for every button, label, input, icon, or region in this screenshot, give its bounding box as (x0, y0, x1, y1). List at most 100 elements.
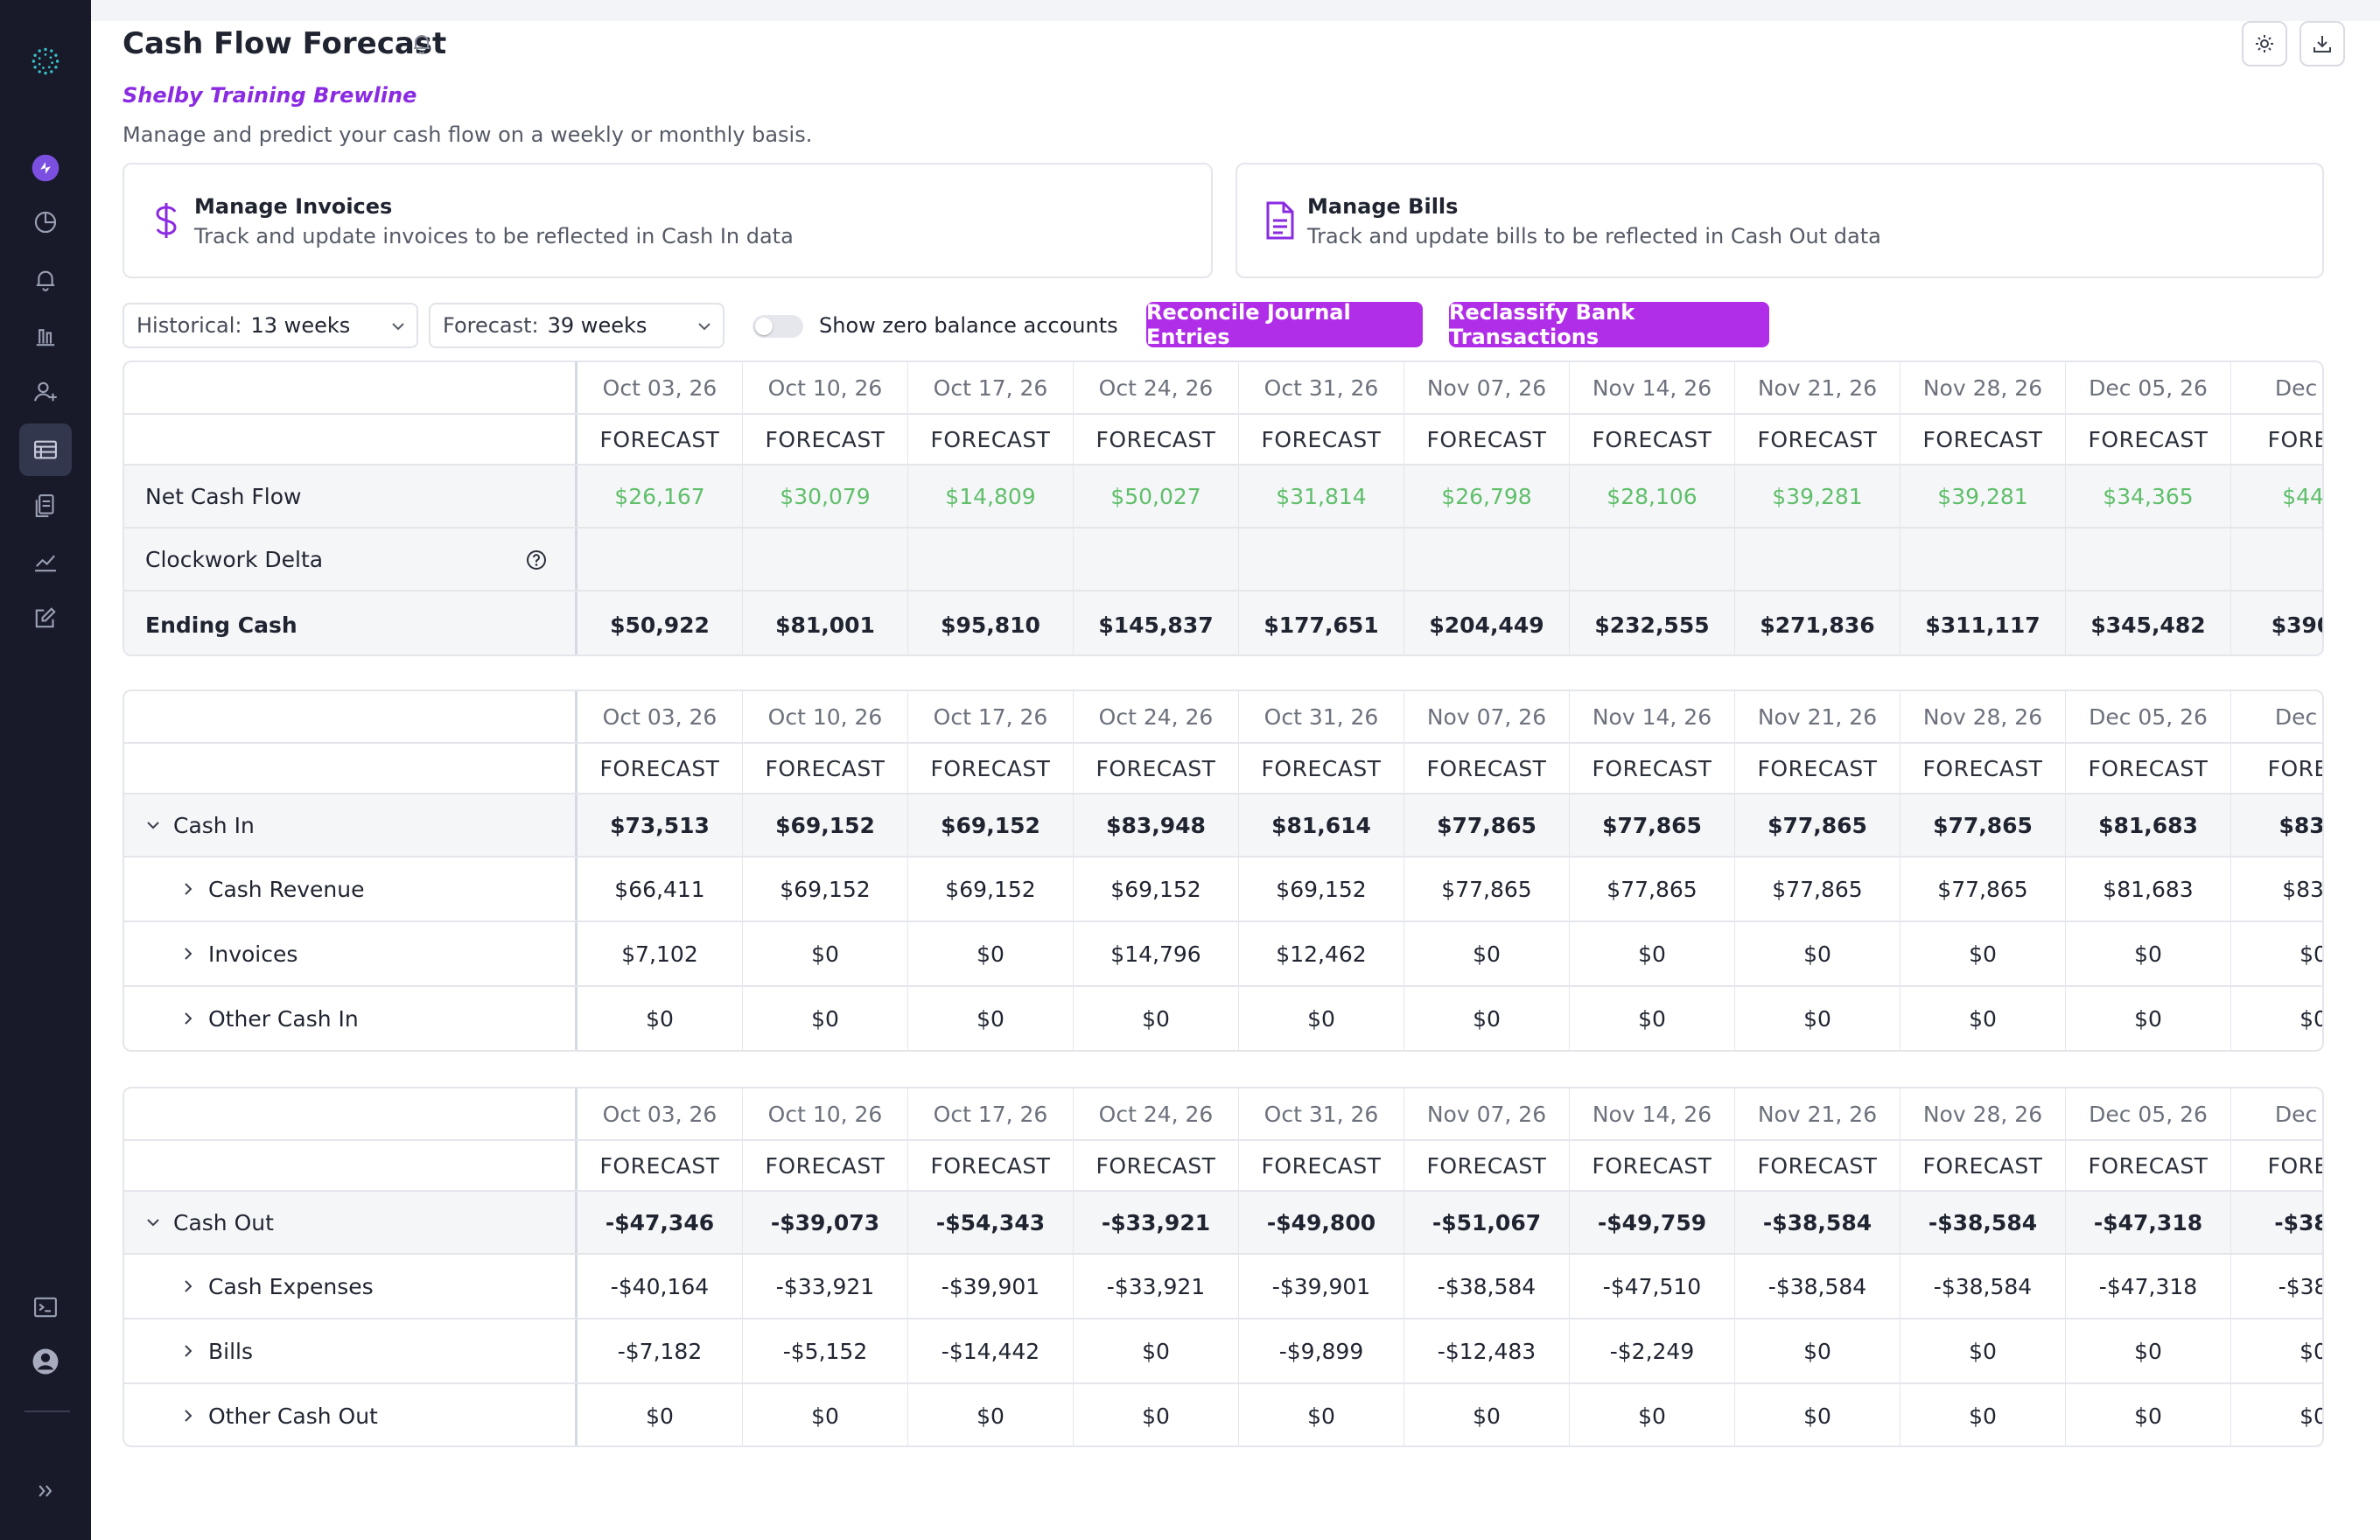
cash-in-subrow: Other Cash In$0$0$0$0$0$0$0$0$0$0$0 (124, 985, 2322, 1050)
date-header-row: Oct 03, 26 Oct 10, 26 Oct 17, 26 Oct 24, 26… (124, 362, 2322, 413)
column-date: Oct 24, 26 (1074, 1088, 1239, 1139)
column-date: Oct 03, 26 (578, 362, 743, 413)
cash-out-subrow-label-cell[interactable]: Other Cash Out (124, 1384, 578, 1446)
cash-in-subrow: Invoices $7,102 $0 $0 $14,796 $12,462 $0 $0 $0 $0… (124, 920, 2322, 985)
historical-select[interactable]: Historical: 13 weeks (122, 303, 418, 348)
chevron-right-icon[interactable] (178, 879, 198, 899)
cash-out-subrow-value: -$14,442 (908, 1320, 1074, 1382)
manage-bills-title: Manage Bills (1307, 194, 1459, 219)
cash-in-subrow-value: $66,411 (578, 858, 743, 920)
org-name[interactable]: Shelby Training Brewline (122, 83, 417, 108)
nav-users-icon[interactable] (19, 366, 72, 418)
cash-in-subrow-label-cell[interactable]: Cash Revenue (124, 858, 578, 920)
column-date: Nov 21, 26 (1735, 362, 1900, 413)
logo-icon[interactable] (19, 35, 72, 88)
chevron-down-icon[interactable] (144, 1213, 163, 1232)
expand-icon[interactable] (19, 1465, 72, 1517)
nav-notifications-icon[interactable] (19, 254, 72, 306)
subscribe-bell-icon[interactable] (410, 32, 434, 56)
column-date: Nov 14, 26 (1570, 691, 1735, 742)
cash-in-subrow-value: $0 (1735, 987, 1900, 1050)
reconcile-journal-entries-button[interactable]: Reconcile Journal Entries (1146, 300, 1423, 349)
cash-out-subrow-value: -$33,921 (1074, 1255, 1239, 1318)
clockwork-delta-row-value (1404, 528, 1570, 590)
ending-cash-row-label-cell: Ending Cash (124, 592, 578, 654)
chevron-right-icon[interactable] (178, 1341, 198, 1361)
column-date: Dec 05, 26 (2066, 1088, 2231, 1139)
cash-out-row-label-cell[interactable]: Cash Out (124, 1192, 578, 1253)
cash-in-subrow-value: $0 (1404, 922, 1570, 985)
net-cash-flow-row-value: $39,281 (1735, 466, 1900, 527)
chevron-right-icon[interactable] (178, 944, 198, 963)
forecast-select[interactable]: Forecast: 39 weeks (429, 303, 724, 348)
column-forecast-tag: FORECAST (1570, 415, 1735, 464)
document-icon (1266, 201, 1294, 240)
column-date: Nov 14, 26 (1570, 1088, 1735, 1139)
cash-out-row-value: -$38,584 (1735, 1192, 1900, 1253)
chevron-right-icon[interactable] (178, 1277, 198, 1296)
cash-in-subrow-value: $0 (1404, 987, 1570, 1050)
cash-out-row-value: -$47,318 (2066, 1192, 2231, 1253)
manage-invoices-card[interactable]: Manage Invoices Track and update invoice… (122, 163, 1213, 278)
settings-button[interactable] (2242, 21, 2287, 66)
profile-icon[interactable] (19, 1335, 72, 1388)
column-date: Nov 21, 26 (1735, 1088, 1900, 1139)
ending-cash-row-value: $204,449 (1404, 592, 1570, 654)
cash-in-subrow-value: $0 (908, 987, 1074, 1050)
column-forecast-tag: FORECAST (908, 744, 1074, 793)
cash-out-subrow-value: $0 (1900, 1384, 2066, 1446)
column-date: Nov 28, 26 (1900, 691, 2066, 742)
cash-out-subrow-value: $0 (2066, 1320, 2231, 1382)
cash-out-subrow-value: $0 (743, 1384, 908, 1446)
cash-out-subrow-value: -$38,3 (2231, 1255, 2322, 1318)
column-date: Dec 12 (2231, 1088, 2322, 1139)
cash-out-subrow-label-cell[interactable]: Cash Expenses (124, 1255, 578, 1318)
cash-out-row-value: -$49,759 (1570, 1192, 1735, 1253)
nav-dashboard-icon[interactable] (19, 196, 72, 248)
cash-in-subrow: Cash Revenue $66,411 $69,152 $69,152 $69,152… (124, 856, 2322, 920)
column-forecast-tag: FORECAST (1900, 1141, 2066, 1190)
net-cash-flow-row-value: $28,106 (1570, 466, 1735, 527)
manage-bills-card[interactable]: Manage Bills Track and update bills to b… (1236, 163, 2324, 278)
nav-reports-icon[interactable] (19, 310, 72, 362)
chevron-down-icon[interactable] (144, 816, 163, 835)
column-date: Oct 03, 26 (578, 691, 743, 742)
net-cash-flow-row-label-cell: Net Cash Flow (124, 466, 578, 527)
nav-analytics-icon[interactable] (19, 536, 72, 588)
zero-balance-toggle[interactable] (752, 315, 803, 338)
nav-ai-icon[interactable] (19, 142, 72, 194)
chevron-down-icon (698, 323, 710, 331)
clockwork-delta-row-value (1900, 528, 2066, 590)
chevron-right-icon[interactable] (178, 1406, 198, 1425)
cash-in-subrow-value: $14,796 (1074, 922, 1239, 985)
nav-cash-flow-icon[interactable] (19, 424, 72, 476)
cash-out-subrow: Cash Expenses -$40,164 -$33,921 -$39,901 -$3… (124, 1253, 2322, 1318)
cash-in-subrow-value: $0 (2066, 922, 2231, 985)
cash-out-subrow-value: -$2,249 (1570, 1320, 1735, 1382)
column-date: Oct 17, 26 (908, 1088, 1074, 1139)
terminal-icon[interactable] (19, 1281, 72, 1334)
chevron-right-icon[interactable] (178, 1009, 198, 1028)
forecast-header-row: FORECAST FORECAST FORECAST FORECAST FORECAST… (124, 413, 2322, 464)
header-blank (124, 1141, 578, 1190)
reclassify-bank-transactions-button[interactable]: Reclassify Bank Transactions (1449, 300, 1769, 349)
cash-in-subrow-label-cell[interactable]: Other Cash In (124, 987, 578, 1050)
cash-in-subrow-value: $0 (1570, 987, 1735, 1050)
nav-edit-icon[interactable] (19, 592, 72, 644)
cash-in-row-value: $83,2 (2231, 794, 2322, 856)
help-icon[interactable] (524, 548, 549, 572)
cash-in-subrow-label-cell[interactable]: Invoices (124, 922, 578, 985)
cash-out-subrow-value: -$39,901 (908, 1255, 1074, 1318)
download-button[interactable] (2300, 21, 2345, 66)
cash-in-row-label-cell[interactable]: Cash In (124, 794, 578, 856)
nav-documents-icon[interactable] (19, 480, 72, 532)
summary-table: Oct 03, 26 Oct 10, 26 Oct 17, 26 Oct 24, 26… (122, 360, 2324, 656)
cash-out-subrow-value: -$40,164 (578, 1255, 743, 1318)
cash-in-row-value: $81,683 (2066, 794, 2231, 856)
cash-in-subrow-value: $0 (1074, 987, 1239, 1050)
column-forecast-tag: FORECAST (1570, 1141, 1735, 1190)
cash-out-subrow-value: $0 (2231, 1320, 2322, 1382)
column-date: Oct 31, 26 (1239, 362, 1404, 413)
cash-out-subrow-label-cell[interactable]: Bills (124, 1320, 578, 1382)
cash-out-subrow-value: $0 (1404, 1384, 1570, 1446)
